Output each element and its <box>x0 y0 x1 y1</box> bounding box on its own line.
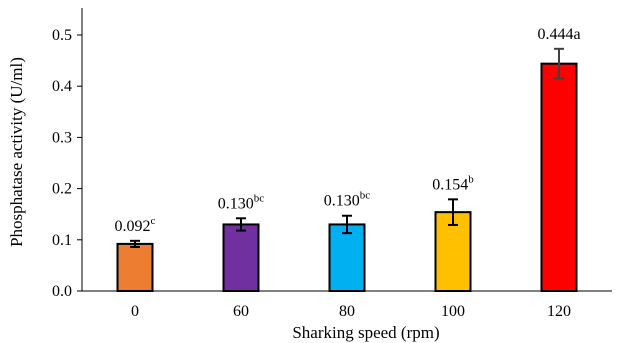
y-tick-label: 0.4 <box>52 78 72 95</box>
x-tick-label: 120 <box>547 303 571 320</box>
bar <box>222 223 260 292</box>
x-axis-title: Sharking speed (rpm) <box>292 323 439 342</box>
y-axis-ticks: 0.0 0.1 0.2 0.3 0.4 0.5 <box>52 27 82 300</box>
y-tick-label: 0.0 <box>52 283 72 300</box>
bars: 0.092c 0.130bc 0.130bc 0.154b 0.444a <box>115 26 581 293</box>
data-label: 0.130bc <box>324 190 371 210</box>
bar <box>540 62 578 293</box>
y-tick-label: 0.5 <box>52 27 72 44</box>
y-tick-label: 0.3 <box>52 129 72 146</box>
y-tick-label: 0.1 <box>52 232 72 249</box>
error-bar <box>236 217 246 232</box>
bar <box>116 242 154 292</box>
error-bar <box>130 239 140 248</box>
y-axis-title: Phosphatase activity (U/ml) <box>7 57 26 247</box>
data-label: 0.154b <box>432 173 474 193</box>
x-tick-label: 60 <box>233 303 249 320</box>
y-tick-label: 0.2 <box>52 181 72 198</box>
data-label: 0.444a <box>537 26 580 43</box>
data-label: 0.130bc <box>218 192 265 212</box>
x-tick-label: 0 <box>131 303 139 320</box>
error-bar <box>448 198 458 226</box>
x-axis-ticks: 0 60 80 100 120 <box>131 303 571 320</box>
x-tick-label: 80 <box>339 303 355 320</box>
error-bar <box>342 214 352 235</box>
bar <box>328 223 366 292</box>
error-bar <box>554 47 564 80</box>
data-label: 0.092c <box>115 215 156 235</box>
x-tick-label: 100 <box>441 303 465 320</box>
